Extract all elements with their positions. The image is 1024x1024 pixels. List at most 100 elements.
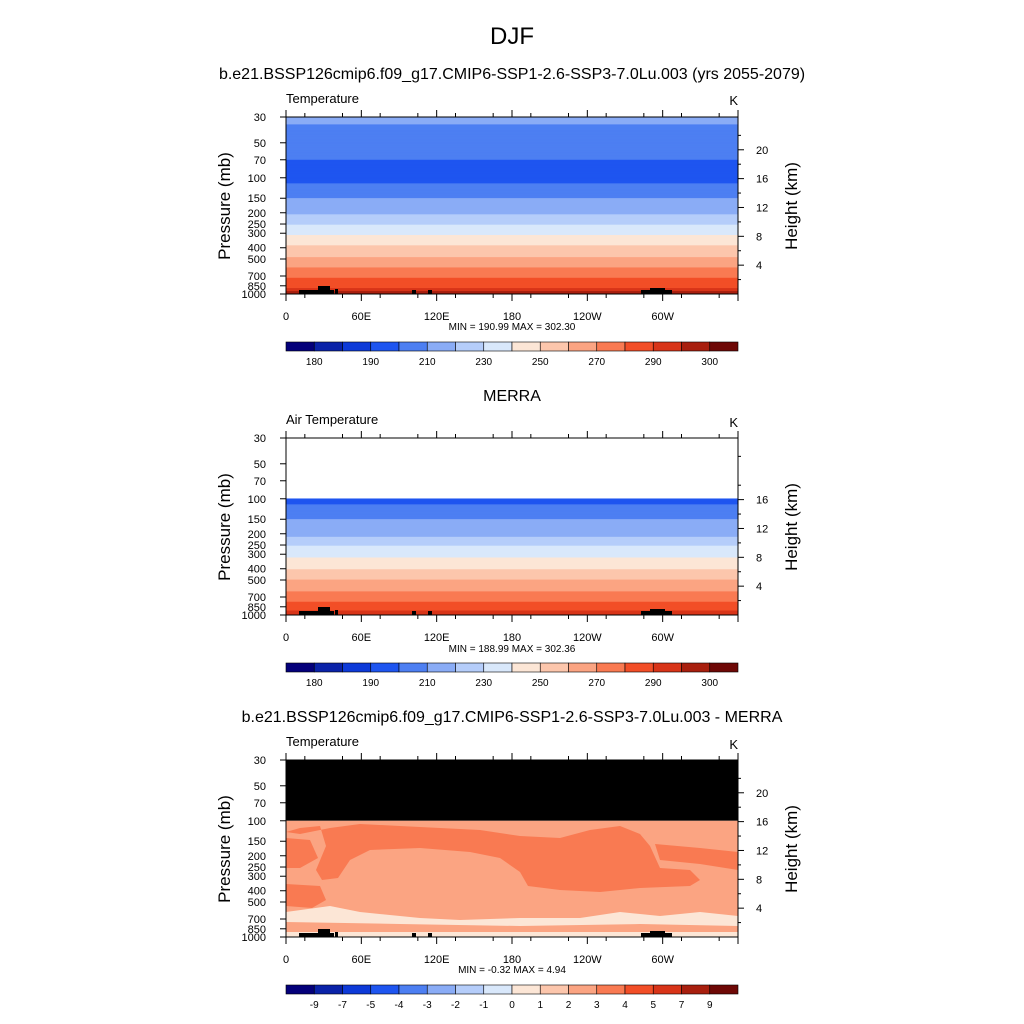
- heatmap-cell: [286, 541, 738, 544]
- colorbar-label: 290: [645, 678, 662, 689]
- y-tick-label: 400: [248, 243, 266, 255]
- heatmap-cell: [286, 217, 738, 220]
- heatmap-cell: [286, 147, 738, 151]
- heatmap-cell: [286, 283, 738, 286]
- y-tick-label: 700: [248, 914, 266, 926]
- surface-mask-block: [335, 289, 338, 294]
- colorbar-label: 210: [419, 678, 436, 689]
- heatmap-cell: [286, 520, 738, 523]
- heatmap-cell: [286, 117, 738, 120]
- heatmap-cell: [286, 567, 738, 570]
- colorbar-swatch: [681, 341, 711, 352]
- panel-left-label: Temperature: [286, 734, 359, 749]
- colorbar-swatch: [624, 662, 654, 673]
- colorbar-swatch: [539, 662, 569, 673]
- colorbar-swatch: [342, 662, 372, 673]
- y-tick-label: 400: [248, 564, 266, 576]
- colorbar-label: -9: [310, 1000, 319, 1011]
- y-tick-label: 50: [254, 138, 266, 150]
- y-tick-label: 1000: [242, 932, 266, 944]
- heatmap-cell: [286, 566, 738, 569]
- x-tick-label: 180: [503, 632, 521, 644]
- heatmap-cell: [286, 510, 738, 513]
- heatmap-cell: [286, 122, 738, 125]
- panel-difference: b.e21.BSSP126cmip6.f09_g17.CMIP6-SSP1-2.…: [215, 709, 801, 1011]
- y-tick-label: 1000: [242, 289, 266, 301]
- colorbar-label: 190: [362, 678, 379, 689]
- heatmap-cell: [286, 551, 738, 554]
- surface-mask-block: [318, 929, 330, 937]
- heatmap-cell: [286, 133, 738, 136]
- colorbar-swatch: [285, 341, 315, 352]
- colorbar-label: 290: [645, 357, 662, 368]
- heatmap-cell: [286, 292, 738, 294]
- x-tick-label: 120W: [573, 311, 602, 323]
- heatmap-cell: [286, 289, 738, 292]
- heatmap-cell: [286, 127, 738, 130]
- heatmap-cell: [286, 557, 738, 560]
- heatmap-cell: [286, 249, 738, 252]
- y-tick-label: 1000: [242, 610, 266, 622]
- heatmap-cell: [286, 204, 738, 207]
- heatmap-cell: [286, 198, 738, 201]
- colorbar-label: 300: [701, 357, 718, 368]
- surface-mask: [299, 607, 672, 615]
- y-right-tick-label: 12: [756, 523, 768, 535]
- heatmap-cell: [286, 271, 738, 274]
- heatmap-cell: [286, 536, 738, 539]
- heatmap-cell: [286, 192, 738, 195]
- colorbar-swatch: [596, 662, 626, 673]
- y-tick-label: 400: [248, 886, 266, 898]
- colorbar: -9 -7 -5 -4 -3 -2 -1 0 1 2 3 4 5 7 9: [285, 984, 739, 1011]
- heatmap-cell: [286, 576, 738, 579]
- y-tick-label: 300: [248, 549, 266, 561]
- heatmap-cell: [286, 139, 738, 142]
- heatmap-cell: [286, 208, 738, 211]
- heatmap-cell: [286, 158, 738, 161]
- heatmap-cell: [286, 533, 738, 536]
- y-right-tick-label: 4: [756, 581, 762, 593]
- colorbar-swatch: [398, 984, 428, 995]
- x-axis: 0 60E 120E 180 120W 60W: [283, 431, 739, 644]
- y-tick-label: 200: [248, 529, 266, 541]
- heatmap-cell: [286, 276, 738, 279]
- heatmap-cell: [286, 257, 738, 260]
- heatmap-cell: [286, 165, 738, 168]
- heatmap-cell: [286, 206, 738, 210]
- panel-model: b.e21.BSSP126cmip6.f09_g17.CMIP6-SSP1-2.…: [215, 66, 805, 368]
- heatmap-cell: [286, 128, 738, 131]
- heatmap-cell: [286, 508, 738, 511]
- heatmap-cell: [286, 589, 738, 592]
- surface-mask-block: [318, 286, 330, 294]
- colorbar-swatch: [398, 341, 428, 352]
- heatmap-cell: [286, 177, 738, 180]
- surface-mask-block: [412, 290, 416, 294]
- heatmap-cell: [286, 252, 738, 255]
- heatmap-cell: [286, 573, 738, 576]
- heatmap-cell: [286, 205, 738, 208]
- heatmap-cell: [286, 530, 738, 533]
- colorbar-swatch: [426, 341, 456, 352]
- heatmap-cell: [286, 535, 738, 538]
- x-tick-label: 0: [283, 311, 289, 323]
- heatmap-cell: [286, 539, 738, 542]
- heatmap-cell: [286, 502, 738, 505]
- panel-units: K: [729, 93, 738, 108]
- heatmap-cell: [286, 597, 738, 600]
- colorbar-swatch: [652, 984, 682, 995]
- heatmap-cell: [286, 167, 738, 170]
- x-tick-label: 120W: [573, 954, 602, 966]
- heatmap-cell: [286, 264, 738, 267]
- colorbar-swatch: [342, 984, 372, 995]
- heatmap-cell: [286, 187, 738, 190]
- y-axis-right: 16 12 8 4: [738, 455, 768, 602]
- panel-units: K: [729, 415, 738, 430]
- surface-mask: [299, 286, 672, 294]
- colorbar-swatch: [709, 984, 739, 995]
- y-tick-label: 50: [254, 781, 266, 793]
- region-3-4-right: [655, 844, 738, 870]
- y-tick-label: 70: [254, 476, 266, 488]
- heatmap-cell: [286, 513, 738, 516]
- heatmap-cell: [286, 243, 738, 246]
- colorbar-label: -4: [395, 1000, 404, 1011]
